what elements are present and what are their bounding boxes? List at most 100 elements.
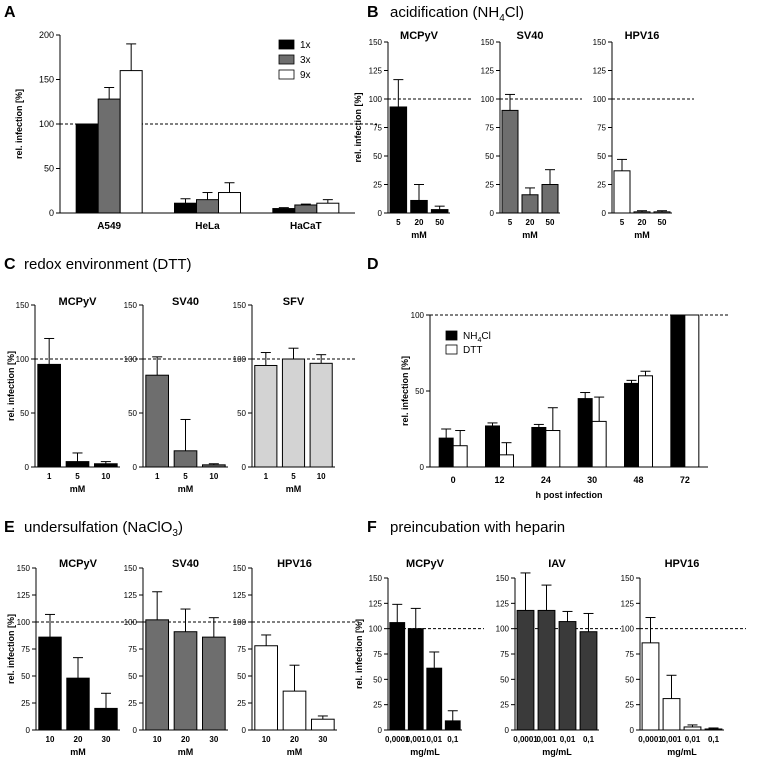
legend-d-nh4cl-end: Cl: [481, 331, 490, 342]
chart-c1-y-tick-label: 0: [25, 463, 30, 472]
bar-e3-1: [282, 690, 307, 731]
chart-e3-title: HPV16: [277, 558, 312, 570]
bar-a-a549-9x: [119, 70, 143, 214]
legend-a-swatch-1x: [278, 39, 295, 50]
chart-f2-x-tick-label: 0,0001: [513, 735, 538, 744]
chart-e1-x-tick-label: 20: [74, 735, 83, 744]
chart-b3-y-tick-label: 150: [593, 38, 607, 47]
chart-e3-y-tick-label: 75: [237, 645, 246, 654]
bar-f1-0: [389, 622, 406, 731]
chart-b3-title: HPV16: [625, 30, 660, 42]
panel-title-e-end: ): [178, 519, 183, 536]
chart-e1-title: MCPyV: [59, 558, 98, 570]
legend-d-swatch-dtt: [445, 344, 458, 355]
chart-b1-x-tick-label: 5: [396, 218, 401, 227]
bar-f1-2: [426, 667, 443, 731]
chart-b2-y-tick-label: 125: [481, 67, 495, 76]
bar-b1-2: [430, 209, 449, 214]
bar-f1-1: [407, 628, 424, 731]
chart-f3-y-tick-label: 125: [621, 599, 635, 608]
chart-e2-y-tick-label: 100: [124, 618, 138, 627]
bar-d-30-nh4cl: [577, 398, 593, 468]
chart-f3-x-tick-label: 0,01: [685, 735, 701, 744]
chart-b2-y-tick-label: 50: [485, 152, 494, 161]
chart-b1-y-tick-label: 125: [369, 67, 383, 76]
bar-c2-0: [145, 374, 169, 468]
chart-f3-y-tick-label: 150: [621, 574, 635, 583]
chart-d-y-tick-label: 0: [420, 463, 425, 472]
bar-f2-3: [579, 631, 598, 731]
bar-e2-0: [145, 619, 169, 731]
chart-c3-y-tick-label: 100: [233, 355, 247, 364]
panel-title-b-end: Cl): [505, 4, 524, 21]
bar-f1-3: [444, 720, 461, 731]
bar-e1-2: [94, 707, 118, 731]
bar-d-72-dtt: [684, 314, 700, 468]
bar-a-a549-3x: [97, 98, 121, 214]
chart-e1-y-label: rel. infection [%]: [6, 614, 16, 684]
bar-b3-0: [613, 170, 631, 214]
chart-e2-x-tick-label: 20: [181, 735, 190, 744]
bar-c2-1: [173, 450, 198, 468]
chart-f3-x-label: mg/mL: [667, 747, 697, 757]
bar-c1-0: [37, 363, 61, 468]
chart-e1-y-tick-label: 150: [17, 564, 31, 573]
chart-f3-y-tick-label: 0: [630, 726, 635, 735]
chart-b1-y-tick-label: 150: [369, 38, 383, 47]
bar-a-hacat-1x: [272, 208, 296, 214]
chart-c3-x-label: mM: [286, 484, 302, 494]
chart-c3-x-tick-label: 1: [264, 472, 269, 481]
chart-c2-x-tick-label: 5: [183, 472, 188, 481]
panel-letter-a: A: [4, 4, 16, 21]
chart-c2-y-tick-label: 50: [128, 409, 137, 418]
bar-d-24-dtt: [545, 430, 561, 468]
chart-e1-x-tick-label: 30: [102, 735, 111, 744]
chart-e2-title: SV40: [172, 558, 199, 570]
bar-a-hela-3x: [196, 199, 219, 214]
chart-b3-y-tick-label: 50: [597, 152, 606, 161]
chart-e1-x-label: mM: [70, 747, 86, 757]
chart-c1-x-label: mM: [70, 484, 86, 494]
bar-f3-0: [641, 642, 660, 731]
bar-c3-0: [254, 364, 278, 468]
chart-e3-y-tick-label: 125: [233, 591, 247, 600]
chart-b2-y-tick-label: 100: [481, 95, 495, 104]
chart-e1-y-tick-label: 25: [21, 699, 30, 708]
legend-d-label-dtt: DTT: [463, 345, 482, 356]
bar-f3-3: [704, 728, 723, 731]
chart-c3-y-tick-label: 150: [233, 301, 247, 310]
chart-f3-y-tick-label: 50: [625, 675, 634, 684]
chart-c2-y-tick-label: 0: [133, 463, 138, 472]
chart-b3-y-tick-label: 75: [597, 124, 606, 133]
chart-b3: 0 25 50 75 100 125 150 HPV16 5 20 50 mM: [593, 30, 694, 240]
chart-d-x-tick-label: 30: [587, 475, 597, 485]
chart-c2-y-tick-label: 150: [124, 301, 138, 310]
chart-c2-x-tick-label: 1: [155, 472, 160, 481]
legend-a-label-1x: 1x: [300, 40, 311, 51]
chart-b1-y-tick-label: 100: [369, 95, 383, 104]
chart-c1-y-tick-label: 50: [20, 409, 29, 418]
panel-letter-d: D: [367, 256, 379, 273]
bar-e2-1: [173, 631, 198, 731]
chart-d-x-tick-label: 12: [494, 475, 504, 485]
chart-e3-y-tick-label: 150: [233, 564, 247, 573]
bar-c2-2: [202, 464, 226, 468]
chart-f3-x-tick-label: 0,001: [661, 735, 682, 744]
bar-a-hela-1x: [174, 202, 197, 214]
panel-title-e-sub: 3: [172, 528, 178, 539]
chart-e3-x-label: mM: [287, 747, 303, 757]
chart-e1-y-tick-label: 0: [26, 726, 31, 735]
chart-a: 0 50 100 150 200 rel. infection [%] A549 HeLa Ha…: [14, 30, 377, 232]
chart-d-x-label: h post infection: [536, 490, 603, 500]
bar-f3-2: [683, 726, 702, 731]
chart-c2-y-tick-label: 100: [124, 355, 138, 364]
bar-f3-1: [662, 698, 681, 731]
chart-d-y-tick-label: 50: [415, 387, 424, 396]
bar-c3-2: [309, 362, 333, 468]
panel-title-b: acidification (NH4Cl): [390, 4, 524, 24]
legend-a: 1x 3x 9x: [278, 39, 311, 81]
panel-title-e: undersulfation (NaClO3): [24, 519, 183, 539]
chart-c3-x-tick-label: 5: [291, 472, 296, 481]
chart-e1-y-tick-label: 100: [17, 618, 31, 627]
